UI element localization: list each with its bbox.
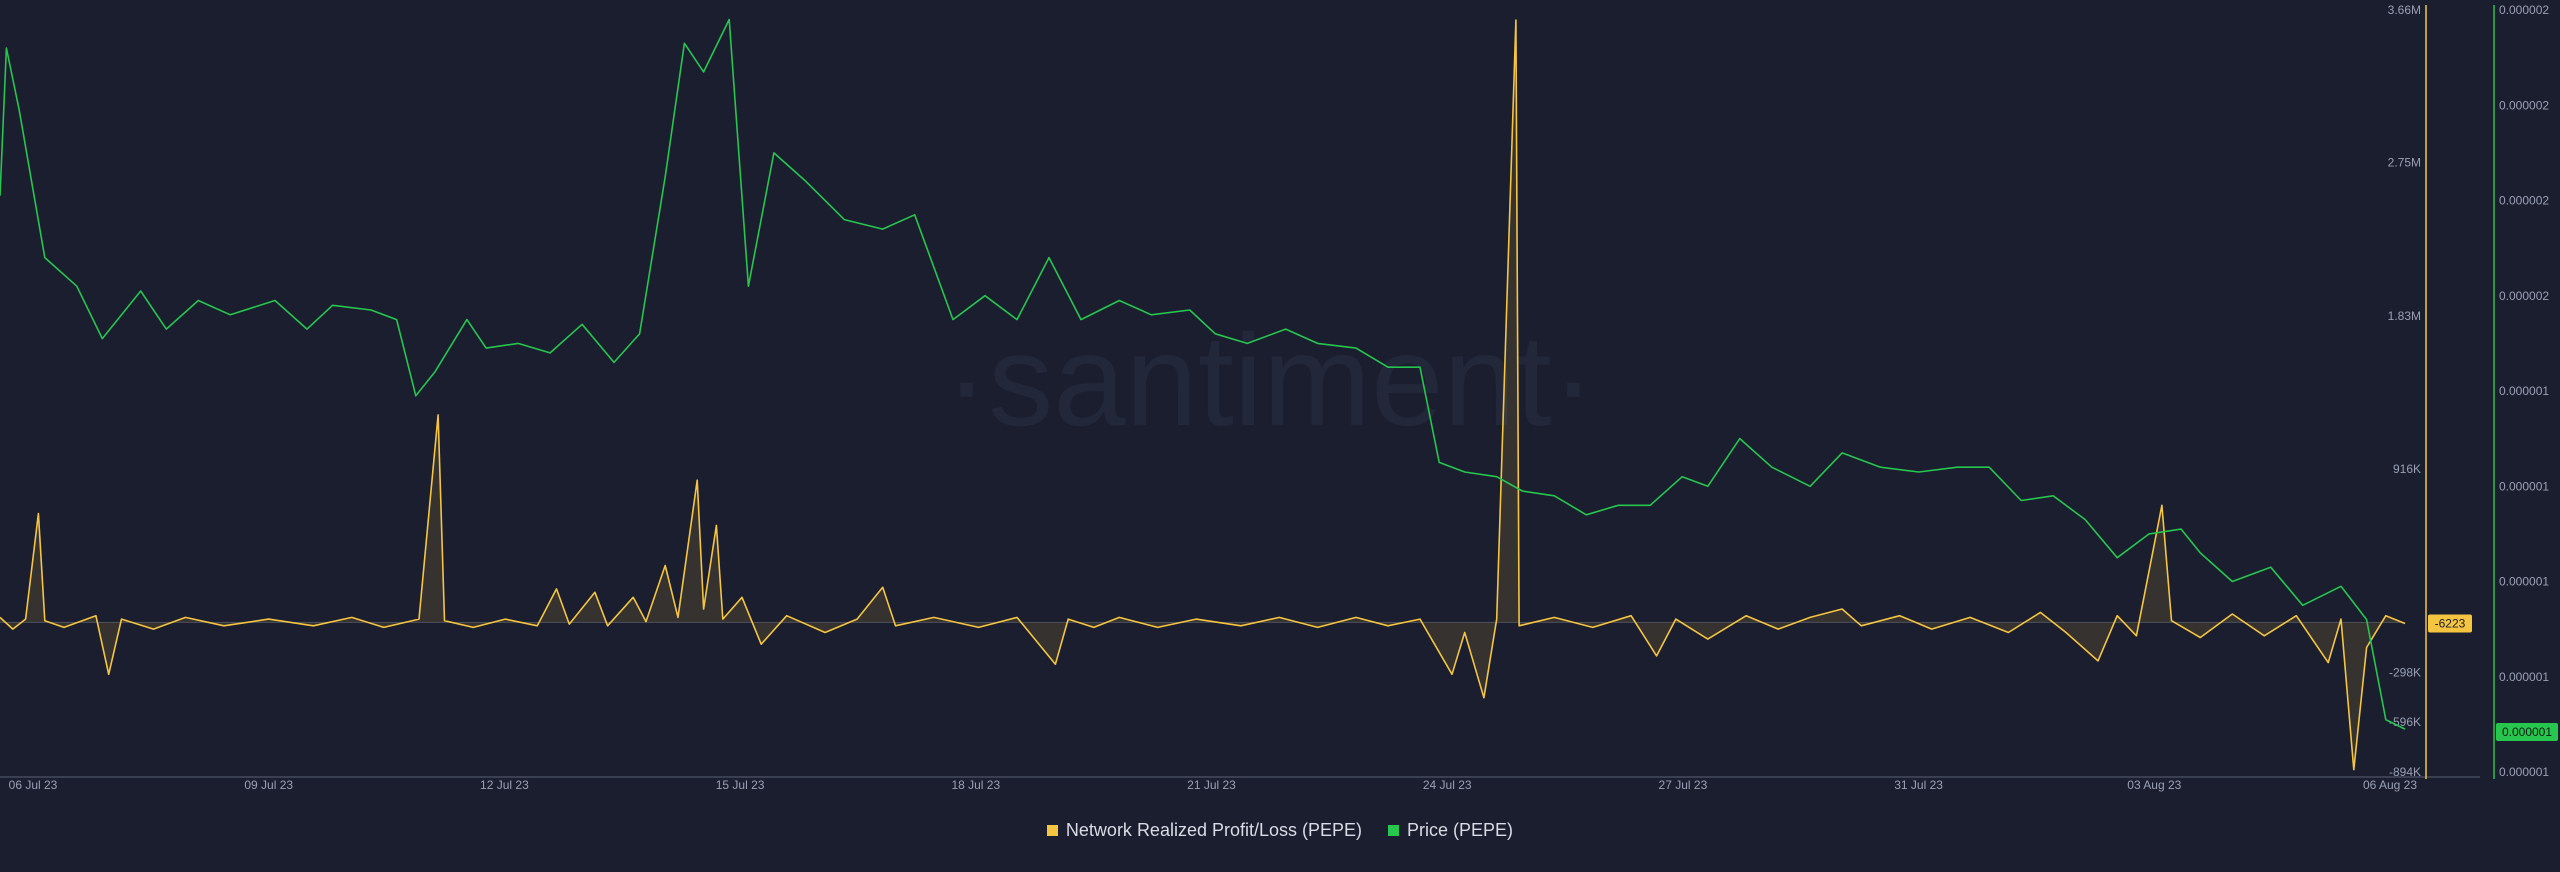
watermark: ·santiment·	[945, 307, 1595, 453]
x-tick-label: 06 Aug 23	[2363, 778, 2417, 792]
x-tick-label: 27 Jul 23	[1659, 778, 1708, 792]
profit-loss-tick-label: -894K	[2389, 765, 2421, 779]
price-tick-label: 0.000001	[2499, 670, 2549, 684]
legend-item-profit-loss[interactable]: Network Realized Profit/Loss (PEPE)	[1046, 820, 1363, 841]
price-tick-label: 0.000001	[2499, 384, 2549, 398]
x-tick-label: 03 Aug 23	[2127, 778, 2181, 792]
price-tick-label: 0.000002	[2499, 194, 2549, 208]
legend-item-price[interactable]: Price (PEPE)	[1388, 820, 1513, 841]
x-tick-label: 24 Jul 23	[1423, 778, 1472, 792]
series-line-profit-loss	[0, 19, 2406, 771]
legend-label-profit-loss: Network Realized Profit/Loss (PEPE)	[1065, 820, 1363, 840]
profit-loss-tick-label: 3.66M	[2388, 3, 2421, 17]
profit-loss-current-value: -6223	[2435, 616, 2466, 630]
price-tick-label: 0.000001	[2499, 765, 2549, 779]
series-line-price	[0, 18, 2406, 730]
profit-loss-tick-label: 1.83M	[2388, 309, 2421, 323]
x-tick-label: 21 Jul 23	[1187, 778, 1236, 792]
x-tick-label: 06 Jul 23	[9, 778, 58, 792]
x-tick-label: 31 Jul 23	[1894, 778, 1943, 792]
price-tick-label: 0.000001	[2499, 575, 2549, 589]
profit-loss-tick-label: 2.75M	[2388, 155, 2421, 169]
profit-loss-tick-label: 916K	[2393, 462, 2421, 476]
profit-loss-tick-label: -298K	[2389, 665, 2421, 679]
legend-swatch-profit-loss	[1046, 825, 1058, 836]
price-current-value: 0.000001	[2502, 725, 2552, 739]
price-tick-label: 0.000002	[2499, 98, 2549, 112]
price-tick-label: 0.000002	[2499, 289, 2549, 303]
legend-label-price: Price (PEPE)	[1407, 820, 1514, 840]
x-tick-label: 12 Jul 23	[480, 778, 529, 792]
x-tick-label: 18 Jul 23	[951, 778, 1000, 792]
legend-swatch-price	[1388, 825, 1400, 836]
price-tick-label: 0.000002	[2499, 3, 2549, 17]
legend: Network Realized Profit/Loss (PEPE) Pric…	[0, 820, 2560, 841]
profit-loss-current-badge	[2428, 614, 2472, 633]
price-tick-label: 0.000001	[2499, 479, 2549, 493]
x-tick-label: 15 Jul 23	[716, 778, 765, 792]
x-tick-label: 09 Jul 23	[244, 778, 293, 792]
price-current-badge	[2496, 723, 2558, 741]
profit-loss-tick-label: -596K	[2389, 715, 2421, 729]
